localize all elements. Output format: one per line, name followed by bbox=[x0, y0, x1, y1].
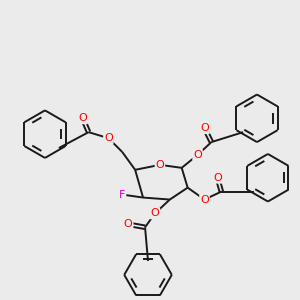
Text: O: O bbox=[193, 150, 202, 160]
Text: O: O bbox=[155, 160, 164, 170]
Text: O: O bbox=[104, 133, 113, 143]
Text: O: O bbox=[200, 123, 209, 133]
Text: O: O bbox=[78, 113, 87, 123]
Text: O: O bbox=[213, 173, 222, 183]
Text: F: F bbox=[119, 190, 125, 200]
Text: O: O bbox=[124, 219, 133, 229]
Text: O: O bbox=[200, 194, 209, 205]
Text: O: O bbox=[151, 208, 159, 218]
